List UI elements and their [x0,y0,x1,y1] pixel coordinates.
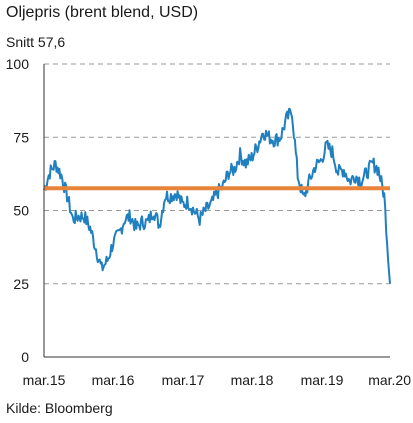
chart-title: Oljepris (brent blend, USD) [6,4,199,21]
y-tick-label-75: 75 [13,129,29,145]
grid-lines [44,63,390,285]
axes [43,64,390,358]
y-tick-label-50: 50 [13,203,29,219]
series-line-brent [43,107,391,284]
y-tick-label-100: 100 [6,56,30,72]
x-tick-label-mar.20: mar.20 [368,372,411,388]
y-axis-tick-labels: 0 25 50 75 100 [6,56,30,365]
y-tick-label-25: 25 [13,276,29,292]
source-label: Kilde: Bloomberg [6,400,113,416]
x-axis-tick-labels: mar.15 mar.16 mar.17 mar.18 mar.19 mar.20 [23,372,412,388]
y-tick-label-0: 0 [21,349,29,365]
x-tick-label-mar.15: mar.15 [23,372,66,388]
x-tick-label-mar.18: mar.18 [231,372,274,388]
x-tick-label-mar.19: mar.19 [301,372,344,388]
series-layer [43,107,391,284]
x-tick-label-mar.17: mar.17 [162,372,205,388]
chart-subtitle: Snitt 57,6 [6,34,66,50]
x-tick-label-mar.16: mar.16 [92,372,135,388]
